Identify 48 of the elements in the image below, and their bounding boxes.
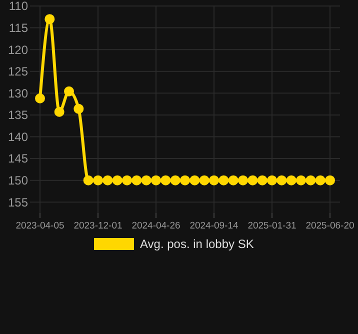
x-tick-label: 2025-01-31 [248,220,296,232]
point [296,175,306,186]
y-tick-label: 125 [8,64,28,79]
point [102,175,113,186]
y-tick-label: 140 [8,130,28,144]
point [83,175,94,186]
y-tick-label: 115 [8,20,28,35]
y-tick-label: 145 [8,152,28,166]
point [35,93,45,104]
y-tick-label: 150 [8,174,28,188]
point [74,104,84,114]
point [276,175,287,186]
x-tick-label: 2025-06-20 [306,220,354,232]
y-tick-label: 120 [8,42,28,57]
x-tick-label: 2023-12-01 [74,220,122,232]
point [286,175,296,186]
point [141,175,152,186]
point [44,14,55,24]
x-tick-label: 2023-04-05 [16,220,64,232]
point [132,175,142,186]
point [238,175,248,186]
point [93,175,103,186]
y-tick-label: 135 [8,108,28,122]
point [209,175,219,186]
point [190,175,200,186]
point [228,175,238,186]
x-tick-label: 2024-04-26 [132,220,180,232]
point [112,175,122,186]
legend-label: Avg. pos. in lobby SK [140,237,254,252]
y-tick-label: 155 [8,195,28,210]
point [199,175,210,186]
point [54,106,64,117]
point [160,175,171,186]
point [180,175,190,186]
point [315,175,326,186]
point [306,175,316,186]
point [170,175,180,186]
y-tick-label: 130 [8,86,28,100]
point [64,86,74,96]
point [267,175,277,186]
point [248,175,258,186]
point [218,175,229,186]
y-tick-label: 110 [8,0,28,14]
point [122,175,132,186]
point [151,175,161,186]
point [257,175,268,186]
point [325,175,335,186]
x-tick-label: 2024-09-14 [190,220,238,232]
